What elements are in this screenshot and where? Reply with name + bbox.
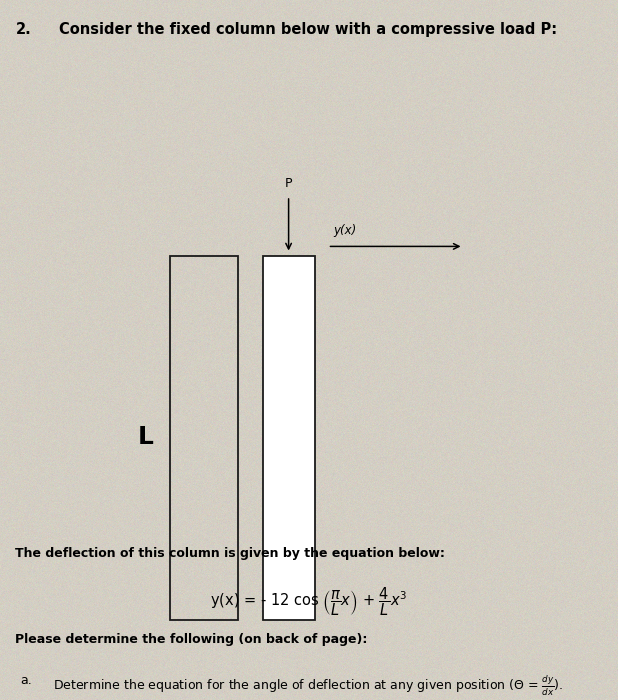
Text: Determine the equation for the angle of deflection at any given position ($\Thet: Determine the equation for the angle of …	[53, 674, 563, 698]
Bar	[170, 256, 238, 620]
Text: y(x): y(x)	[334, 224, 357, 237]
Text: L: L	[137, 426, 153, 449]
Text: Consider the fixed column below with a compressive load P:: Consider the fixed column below with a c…	[59, 22, 557, 37]
Text: P: P	[285, 177, 292, 190]
Text: Please determine the following (on back of page):: Please determine the following (on back …	[15, 634, 368, 647]
Text: y(x) = - 12 cos $\left(\dfrac{\pi}{L}x\right)$ + $\dfrac{4}{L}x^3$: y(x) = - 12 cos $\left(\dfrac{\pi}{L}x\r…	[211, 586, 407, 619]
Text: a.: a.	[20, 674, 32, 687]
Text: 2.: 2.	[15, 22, 31, 37]
Text: The deflection of this column is given by the equation below:: The deflection of this column is given b…	[15, 547, 446, 561]
Bar	[263, 256, 315, 620]
